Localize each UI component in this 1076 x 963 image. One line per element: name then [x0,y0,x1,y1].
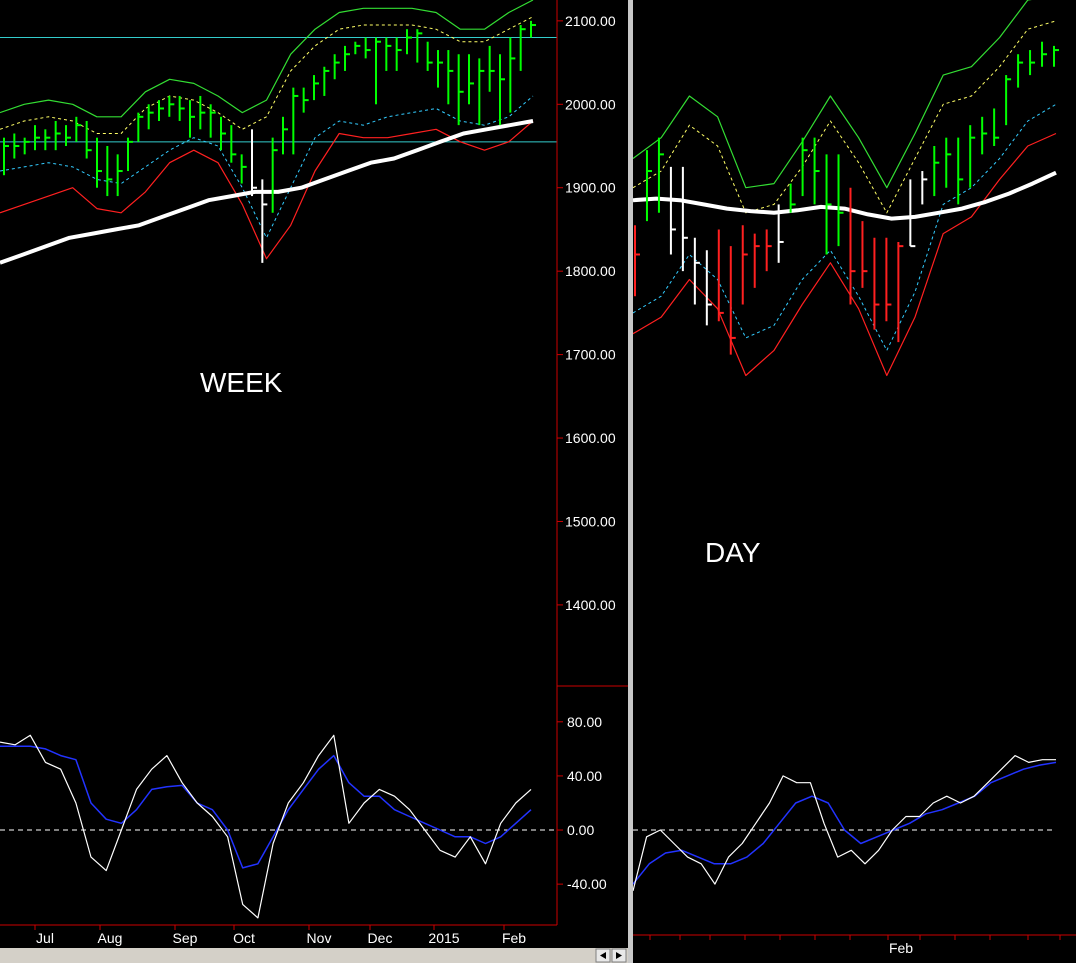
week-oscillator-fast-line [0,734,532,919]
price-tick-label: 1500.00 [565,513,616,529]
day-label: DAY [705,537,761,568]
panel-divider [628,0,633,963]
oscillator-tick-label: 40.00 [567,768,602,784]
day-time-label: Feb [889,940,913,956]
day-band-inner-lower [632,103,1057,351]
scroll-left-icon [600,952,606,959]
day-oscillator-panel [632,754,1057,892]
day-oscillator-slow-line [632,761,1057,885]
price-tick-label: 2100.00 [565,13,616,29]
price-tick-label: 1400.00 [565,597,616,613]
week-time-label: Aug [98,930,123,946]
week-time-label: Nov [307,930,332,946]
week-price-panel [0,0,557,265]
day-price-panel [632,0,1059,377]
oscillator-tick-label: -40.00 [567,876,607,892]
scroll-right-icon [616,952,622,959]
week-oscillator-slow-line [0,745,532,869]
week-time-label: Sep [173,930,198,946]
day-moving-average [632,170,1057,221]
price-tick-label: 2000.00 [565,96,616,112]
week-band-inner-upper [0,16,534,134]
day-band-inner-upper [632,20,1057,214]
week-time-label: Jul [36,930,54,946]
price-tick-label: 1600.00 [565,430,616,446]
price-tick-label: 1700.00 [565,347,616,363]
week-time-label: Feb [502,930,526,946]
week-time-label: 2015 [428,930,459,946]
week-time-label: Oct [233,930,255,946]
week-time-label: Dec [368,930,393,946]
day-band-outer-upper [632,0,1032,189]
week-band-outer-upper [0,0,534,118]
week-band-outer-lower [0,120,534,260]
week-band-inner-lower [0,95,534,239]
oscillator-tick-label: 0.00 [567,822,594,838]
price-tick-label: 1800.00 [565,263,616,279]
week-label: WEEK [200,367,283,398]
oscillator-tick-label: 80.00 [567,714,602,730]
day-band-outer-lower [632,132,1057,377]
week-scrollbar-track [0,948,628,963]
day-oscillator-fast-line [632,754,1056,892]
week-moving-average [0,119,534,265]
price-tick-label: 1900.00 [565,180,616,196]
week-oscillator-panel [0,734,557,919]
